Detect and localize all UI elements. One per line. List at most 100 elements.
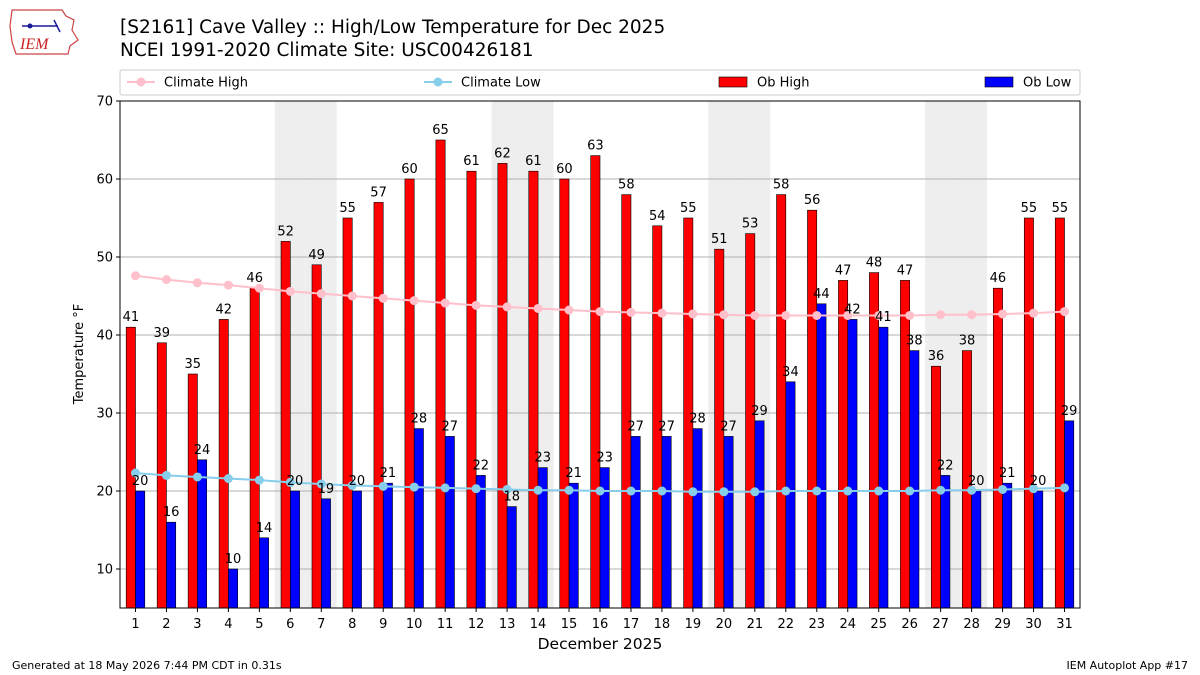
ob-low-bar xyxy=(661,436,672,609)
app-id: IEM Autoplot App #17 xyxy=(1066,659,1189,672)
climate-high-point xyxy=(874,311,884,320)
y-tick-label: 20 xyxy=(96,485,113,500)
climate-high-point xyxy=(1029,308,1039,318)
climate-high-point xyxy=(812,311,822,320)
climate-low-point xyxy=(347,481,357,491)
x-tick-label: 25 xyxy=(870,617,887,632)
climate-low-point xyxy=(1060,483,1070,493)
bars xyxy=(125,139,1075,609)
ob-high-bar xyxy=(559,178,570,609)
climate-low-point xyxy=(750,487,760,497)
ob-high-label: 39 xyxy=(154,326,171,341)
climate-high-point xyxy=(595,307,605,317)
ob-low-label: 28 xyxy=(689,412,706,427)
ob-high-bar xyxy=(497,163,508,609)
x-tick-label: 20 xyxy=(716,617,733,632)
climate-high-point xyxy=(781,311,791,320)
x-tick-label: 29 xyxy=(994,617,1011,632)
ob-high-label: 61 xyxy=(463,154,480,169)
climate-low-point xyxy=(1029,484,1039,494)
x-tick-label: 8 xyxy=(348,617,356,632)
ob-high-label: 55 xyxy=(680,201,697,216)
y-tick-label: 70 xyxy=(96,95,113,110)
ob-high-bar xyxy=(745,233,756,609)
x-axis-label: December 2025 xyxy=(538,635,663,653)
ob-high-label: 55 xyxy=(1021,201,1038,216)
bar-labels: 41 20 39 16 35 24 42 10 46 14 52 20 49 19 55 20 57 21 60 28… xyxy=(123,123,1078,567)
ob-low-bar xyxy=(197,459,208,609)
ob-high-label: 51 xyxy=(711,232,728,247)
climate-high-point xyxy=(130,271,140,281)
y-tick-label: 30 xyxy=(96,407,113,422)
ob-low-label: 29 xyxy=(751,404,768,419)
ob-low-label: 18 xyxy=(503,490,520,505)
ob-high-label: 61 xyxy=(525,154,542,169)
climate-high-point xyxy=(440,298,450,308)
climate-high-point xyxy=(378,293,388,303)
ob-low-bar xyxy=(382,482,393,609)
climate-high-point xyxy=(564,305,574,315)
climate-high-point xyxy=(750,311,760,320)
climate-high-point xyxy=(316,289,326,299)
x-tick-label: 28 xyxy=(963,617,980,632)
ob-low-bar xyxy=(351,490,362,609)
x-tick-label: 3 xyxy=(193,617,201,632)
climate-low-point xyxy=(843,486,853,496)
ob-low-label: 27 xyxy=(627,419,644,434)
ob-low-bar xyxy=(847,319,858,609)
ob-low-bar xyxy=(475,475,486,609)
climate-low-point xyxy=(440,483,450,493)
ob-low-label: 10 xyxy=(225,552,242,567)
climate-low-point xyxy=(471,484,481,494)
ob-low-label: 16 xyxy=(163,505,180,520)
x-tick-label: 10 xyxy=(406,617,423,632)
climate-low-point xyxy=(812,486,822,496)
ob-high-label: 35 xyxy=(185,357,202,372)
x-tick-label: 11 xyxy=(437,617,454,632)
ob-high-bar xyxy=(342,217,353,609)
x-tick-label: 12 xyxy=(468,617,485,632)
ob-low-bar xyxy=(754,420,765,609)
x-tick-label: 17 xyxy=(623,617,640,632)
x-tick-label: 16 xyxy=(592,617,609,632)
ob-low-label: 24 xyxy=(194,443,211,458)
climate-low-point xyxy=(626,486,636,496)
y-tick-label: 60 xyxy=(96,173,113,188)
legend-ob-low-label: Ob Low xyxy=(1023,76,1072,91)
ob-high-bar xyxy=(249,287,260,609)
ob-high-bar xyxy=(1023,217,1034,609)
ob-low-label: 19 xyxy=(318,482,335,497)
x-tick-label: 7 xyxy=(317,617,325,632)
ob-high-bar xyxy=(528,170,539,609)
ob-low-label: 22 xyxy=(937,458,954,473)
ob-high-label: 55 xyxy=(1052,201,1069,216)
ob-high-label: 60 xyxy=(556,162,573,177)
climate-high-point xyxy=(1060,307,1070,317)
ob-low-label: 44 xyxy=(813,287,830,302)
ob-high-label: 46 xyxy=(990,271,1007,286)
climate-low-point xyxy=(502,484,512,494)
x-tick-label: 15 xyxy=(561,617,578,632)
ob-high-bar xyxy=(435,139,446,609)
x-tick-label: 24 xyxy=(839,617,856,632)
climate-high-point xyxy=(936,310,946,320)
ob-low-bar xyxy=(166,521,177,609)
climate-low-point xyxy=(409,482,419,492)
climate-low-point xyxy=(223,474,233,484)
ob-low-bar xyxy=(1064,420,1075,609)
y-tick-label: 40 xyxy=(96,329,113,344)
x-tick-label: 30 xyxy=(1025,617,1042,632)
ob-low-label: 20 xyxy=(349,474,366,489)
ob-low-bar xyxy=(723,436,734,609)
ob-low-label: 27 xyxy=(720,419,737,434)
x-tick-label: 21 xyxy=(747,617,764,632)
x-tick-label: 23 xyxy=(809,617,826,632)
climate-low-point xyxy=(719,487,729,497)
ob-high-label: 65 xyxy=(432,123,449,138)
ob-high-label: 47 xyxy=(835,263,852,278)
ob-high-bar xyxy=(187,373,198,609)
climate-low-point xyxy=(254,475,264,485)
ob-low-bar xyxy=(909,350,920,609)
